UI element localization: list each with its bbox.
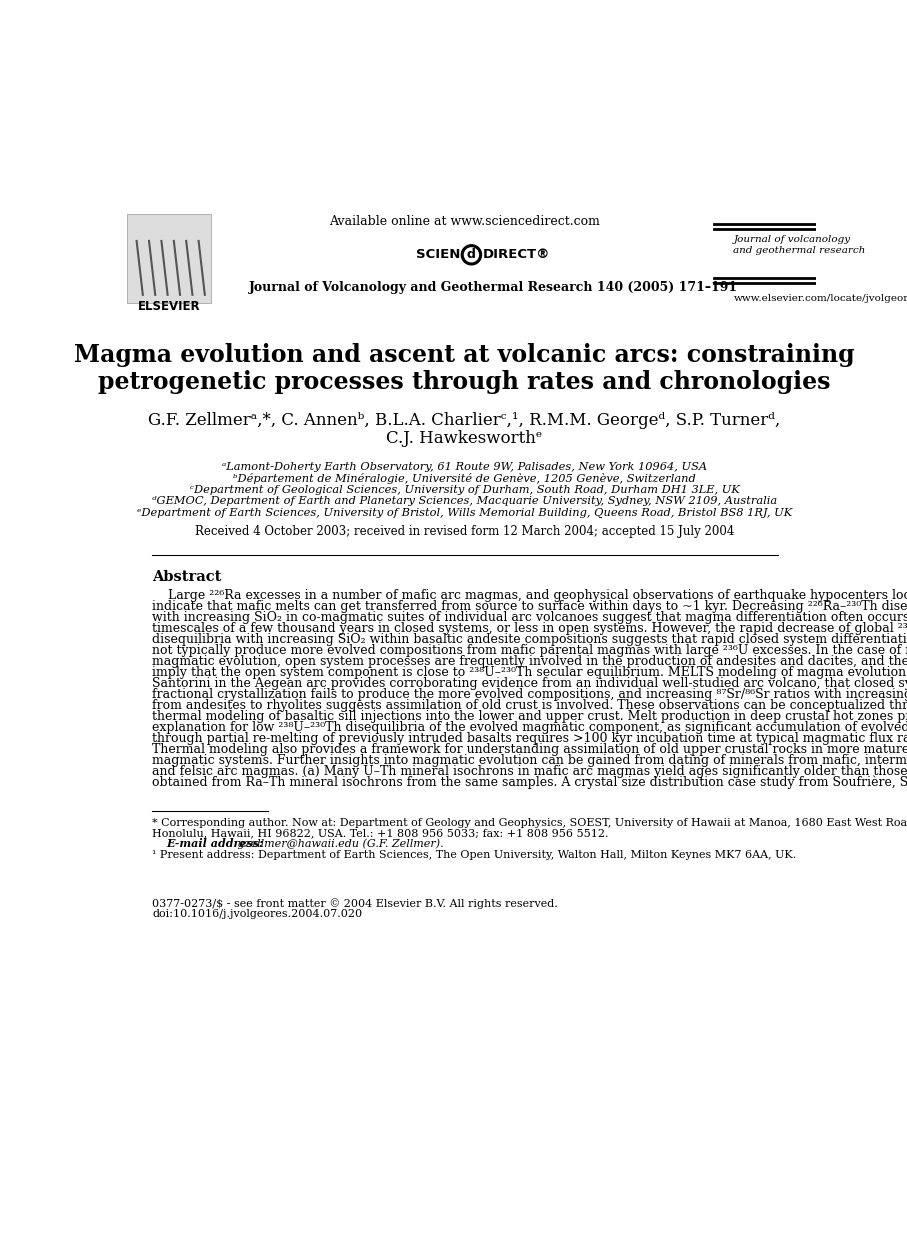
Text: not typically produce more evolved compositions from mafic parental magmas with : not typically produce more evolved compo… <box>152 644 907 656</box>
Text: imply that the open system component is close to ²³⁸U–²³⁰Th secular equilibrium.: imply that the open system component is … <box>152 666 907 678</box>
Text: Thermal modeling also provides a framework for understanding assimilation of old: Thermal modeling also provides a framewo… <box>152 743 907 756</box>
Text: through partial re-melting of previously intruded basalts requires >100 kyr incu: through partial re-melting of previously… <box>152 732 907 745</box>
Text: magmatic systems. Further insights into magmatic evolution can be gained from da: magmatic systems. Further insights into … <box>152 754 907 766</box>
Text: Received 4 October 2003; received in revised form 12 March 2004; accepted 15 Jul: Received 4 October 2003; received in rev… <box>195 525 734 537</box>
Text: Journal of volcanology: Journal of volcanology <box>734 235 851 244</box>
Text: ᵈGEMOC, Department of Earth and Planetary Sciences, Macquarie University, Sydney: ᵈGEMOC, Department of Earth and Planetar… <box>151 496 777 506</box>
Circle shape <box>464 248 478 261</box>
Text: Available online at www.sciencedirect.com: Available online at www.sciencedirect.co… <box>329 215 600 228</box>
Text: * Corresponding author. Now at: Department of Geology and Geophysics, SOEST, Uni: * Corresponding author. Now at: Departme… <box>152 818 907 828</box>
Text: with increasing SiO₂ in co-magmatic suites of individual arc volcanoes suggest t: with increasing SiO₂ in co-magmatic suit… <box>152 610 907 624</box>
Bar <box>127 214 211 302</box>
Text: G.F. Zellmerᵃ,*, C. Annenᵇ, B.L.A. Charlierᶜ,¹, R.M.M. Georgeᵈ, S.P. Turnerᵈ,: G.F. Zellmerᵃ,*, C. Annenᵇ, B.L.A. Charl… <box>149 412 781 428</box>
Text: Large ²²⁶Ra excesses in a number of mafic arc magmas, and geophysical observatio: Large ²²⁶Ra excesses in a number of mafi… <box>152 588 907 602</box>
Text: Santorini in the Aegean arc provides corroborating evidence from an individual w: Santorini in the Aegean arc provides cor… <box>152 677 907 690</box>
Text: magmatic evolution, open system processes are frequently involved in the product: magmatic evolution, open system processe… <box>152 655 907 667</box>
Text: petrogenetic processes through rates and chronologies: petrogenetic processes through rates and… <box>98 370 831 394</box>
Text: ELSEVIER: ELSEVIER <box>138 300 200 313</box>
Text: Magma evolution and ascent at volcanic arcs: constraining: Magma evolution and ascent at volcanic a… <box>74 343 854 366</box>
Text: Journal of Volcanology and Geothermal Research 140 (2005) 171–191: Journal of Volcanology and Geothermal Re… <box>249 281 738 293</box>
Text: ᵃLamont-Doherty Earth Observatory, 61 Route 9W, Palisades, New York 10964, USA: ᵃLamont-Doherty Earth Observatory, 61 Ro… <box>222 462 707 472</box>
Text: DIRECT®: DIRECT® <box>483 249 551 261</box>
Text: d: d <box>467 249 476 261</box>
Text: doi:10.1016/j.jvolgeores.2004.07.020: doi:10.1016/j.jvolgeores.2004.07.020 <box>152 909 362 919</box>
Text: and felsic arc magmas. (a) Many U–Th mineral isochrons in mafic arc magmas yield: and felsic arc magmas. (a) Many U–Th min… <box>152 765 907 777</box>
Text: explanation for low ²³⁸U–²³⁰Th disequilibria of the evolved magmatic component, : explanation for low ²³⁸U–²³⁰Th disequili… <box>152 721 907 734</box>
Text: 0377-0273/$ - see front matter © 2004 Elsevier B.V. All rights reserved.: 0377-0273/$ - see front matter © 2004 El… <box>152 898 558 909</box>
Text: C.J. Hawkesworthᵉ: C.J. Hawkesworthᵉ <box>386 431 542 447</box>
Circle shape <box>462 245 482 265</box>
Text: SCIENCE: SCIENCE <box>415 249 479 261</box>
Text: fractional crystallization fails to produce the more evolved compositions, and i: fractional crystallization fails to prod… <box>152 688 907 701</box>
Text: www.elsevier.com/locate/jvolgeores: www.elsevier.com/locate/jvolgeores <box>734 295 907 303</box>
Text: ᵇDépartement de Minéralogie, Université de Genève, 1205 Genève, Switzerland: ᵇDépartement de Minéralogie, Université … <box>233 473 696 484</box>
Text: thermal modeling of basaltic sill injections into the lower and upper crust. Mel: thermal modeling of basaltic sill inject… <box>152 709 907 723</box>
Text: gzellmer@hawaii.edu (G.F. Zellmer).: gzellmer@hawaii.edu (G.F. Zellmer). <box>233 838 444 849</box>
Text: ᶜDepartment of Geological Sciences, University of Durham, South Road, Durham DH1: ᶜDepartment of Geological Sciences, Univ… <box>190 484 739 495</box>
Text: timescales of a few thousand years in closed systems, or less in open systems. H: timescales of a few thousand years in cl… <box>152 621 907 635</box>
Text: from andesites to rhyolites suggests assimilation of old crust is involved. Thes: from andesites to rhyolites suggests ass… <box>152 698 907 712</box>
Text: obtained from Ra–Th mineral isochrons from the same samples. A crystal size dist: obtained from Ra–Th mineral isochrons fr… <box>152 775 907 789</box>
Text: and geothermal research: and geothermal research <box>734 246 865 255</box>
Text: E-mail address:: E-mail address: <box>166 838 263 849</box>
Text: ᵉDepartment of Earth Sciences, University of Bristol, Wills Memorial Building, Q: ᵉDepartment of Earth Sciences, Universit… <box>137 508 792 517</box>
Text: indicate that mafic melts can get transferred from source to surface within days: indicate that mafic melts can get transf… <box>152 599 907 613</box>
Text: ¹ Present address: Department of Earth Sciences, The Open University, Walton Hal: ¹ Present address: Department of Earth S… <box>152 849 796 859</box>
Text: Honolulu, Hawaii, HI 96822, USA. Tel.: +1 808 956 5033; fax: +1 808 956 5512.: Honolulu, Hawaii, HI 96822, USA. Tel.: +… <box>152 828 609 838</box>
Text: disequilibria with increasing SiO₂ within basaltic andesite compositions suggest: disequilibria with increasing SiO₂ withi… <box>152 633 907 646</box>
Text: Abstract: Abstract <box>152 571 221 584</box>
